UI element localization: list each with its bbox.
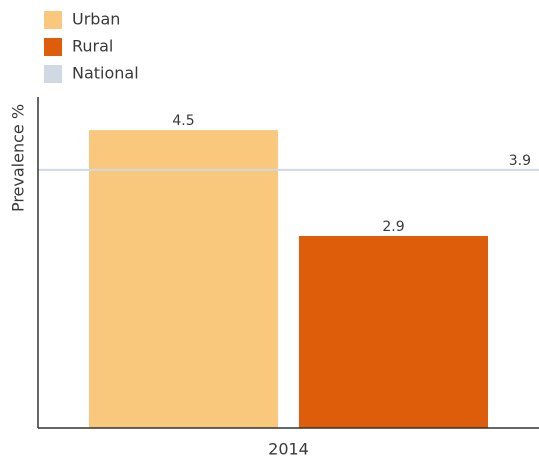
- legend-swatch: [44, 38, 62, 56]
- data-label: 2.9: [382, 219, 404, 235]
- legend-label: National: [72, 64, 139, 83]
- reference-label: 3.9: [509, 153, 531, 169]
- legend-label: Urban: [72, 10, 120, 29]
- data-label: 4.5: [172, 113, 194, 129]
- legend-label: Rural: [72, 37, 113, 56]
- x-tick-label: 2014: [268, 440, 309, 459]
- legend-swatch: [44, 11, 62, 29]
- bar: [299, 236, 488, 428]
- bar: [89, 130, 278, 428]
- legend-swatch: [44, 65, 62, 83]
- y-axis-label: Prevalence %: [9, 104, 28, 212]
